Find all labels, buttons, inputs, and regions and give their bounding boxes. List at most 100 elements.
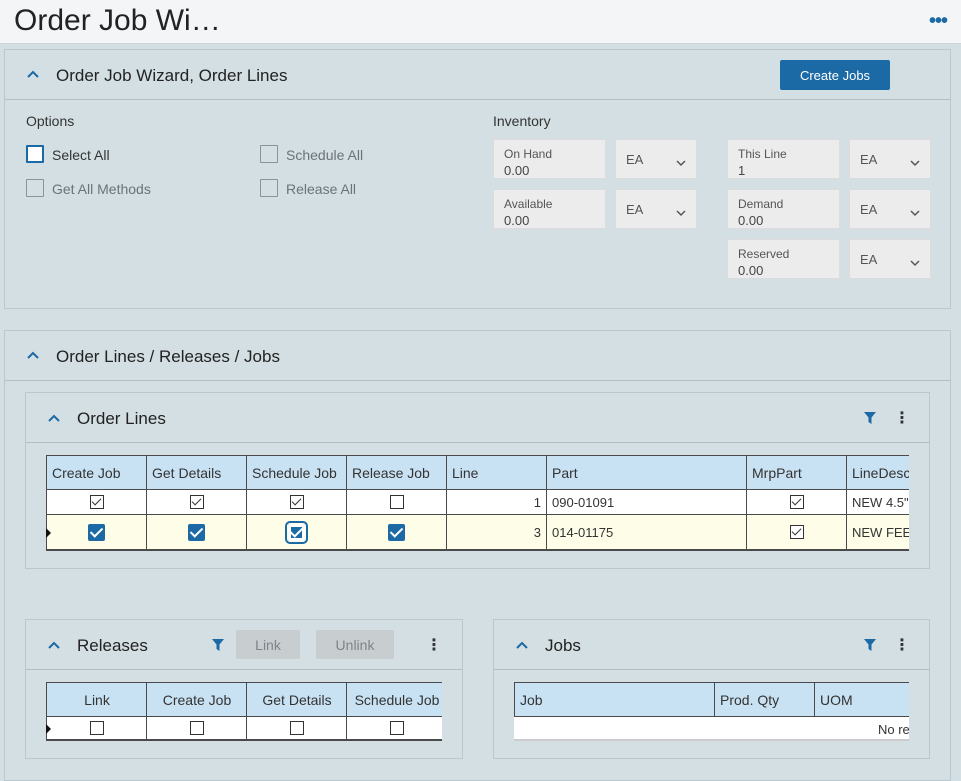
wizard-panel: Order Job Wizard, Order Lines Create Job… [4, 49, 951, 309]
schedule-job-cell[interactable] [246, 490, 346, 515]
checkbox[interactable] [289, 495, 304, 509]
chevron-up-icon[interactable] [27, 70, 39, 80]
demand-field: Demand 0.00 [727, 189, 840, 229]
linedesc-cell[interactable]: NEW FEED [846, 515, 909, 551]
unlink-button[interactable]: Unlink [316, 630, 394, 659]
checkbox[interactable] [285, 520, 308, 544]
on-hand-uom-select[interactable]: EA [615, 139, 697, 179]
chevron-up-icon[interactable] [48, 414, 60, 424]
col-header-create-job[interactable]: Create Job [146, 682, 247, 717]
release-job-cell[interactable] [346, 490, 446, 515]
col-header-line[interactable]: Line [446, 455, 547, 490]
part-cell[interactable]: 090-01091 [546, 490, 746, 515]
filter-icon[interactable] [212, 639, 224, 654]
on-hand-uom-value: EA [626, 152, 644, 167]
empty-message: No re [878, 722, 909, 737]
this-line-uom-select[interactable]: EA [849, 139, 931, 179]
get-details-cell[interactable] [246, 717, 346, 741]
get-details-cell[interactable] [146, 490, 246, 515]
available-uom-select[interactable]: EA [615, 189, 697, 229]
checkbox[interactable] [389, 495, 404, 509]
col-header-release-job[interactable]: Release Job [346, 455, 447, 490]
schedule-all-label: Schedule All [286, 147, 364, 163]
page-title: Order Job Wi… [14, 4, 221, 37]
get-all-methods-label: Get All Methods [52, 181, 151, 197]
on-hand-value: 0.00 [504, 163, 530, 178]
this-line-value: 1 [738, 163, 746, 178]
mrppart-cell[interactable] [746, 490, 846, 515]
col-header-job[interactable]: Job [514, 682, 715, 717]
linedesc-cell[interactable]: NEW 4.5" [846, 490, 909, 515]
checkbox[interactable] [89, 721, 104, 735]
more-vertical-icon[interactable]: ⋮ [426, 637, 442, 654]
on-hand-field: On Hand 0.00 [493, 139, 606, 179]
chevron-up-icon[interactable] [27, 351, 39, 361]
filter-icon[interactable] [864, 639, 876, 654]
col-header-uom[interactable]: UOM [814, 682, 909, 717]
schedule-all-checkbox[interactable] [260, 145, 278, 163]
reserved-uom-select[interactable]: EA [849, 239, 931, 279]
reserved-uom-value: EA [860, 252, 878, 267]
checkbox [789, 525, 804, 539]
title-bar: Order Job Wi… ••• [0, 0, 961, 44]
create-jobs-button[interactable]: Create Jobs [780, 60, 890, 90]
more-vertical-icon[interactable]: ⋮ [894, 637, 910, 654]
row-indicator-icon [46, 528, 51, 538]
col-header-link[interactable]: Link [46, 682, 147, 717]
checkbox[interactable] [189, 495, 204, 509]
col-header-get-details[interactable]: Get Details [146, 455, 247, 490]
create-job-cell[interactable] [146, 717, 246, 741]
schedule-job-cell[interactable] [246, 515, 346, 551]
chevron-down-icon [910, 205, 920, 220]
create-job-cell[interactable] [46, 515, 146, 551]
chevron-down-icon [910, 155, 920, 170]
col-header-mrppart[interactable]: MrpPart [746, 455, 847, 490]
checkbox[interactable] [188, 523, 205, 541]
checkbox[interactable] [189, 721, 204, 735]
link-button[interactable]: Link [236, 630, 300, 659]
olrj-panel-header: Order Lines / Releases / Jobs [5, 331, 950, 381]
demand-uom-select[interactable]: EA [849, 189, 931, 229]
reserved-field: Reserved 0.00 [727, 239, 840, 279]
col-header-schedule-job[interactable]: Schedule Job [346, 682, 442, 717]
table-row[interactable] [46, 717, 442, 741]
more-vertical-icon[interactable]: ⋮ [894, 410, 910, 427]
schedule-job-cell[interactable] [346, 717, 442, 741]
jobs-grid: Job Prod. Qty UOM No re [514, 682, 909, 744]
link-cell[interactable] [46, 717, 146, 741]
part-cell[interactable]: 014-01175 [546, 515, 746, 551]
demand-value: 0.00 [738, 213, 764, 228]
get-details-cell[interactable] [146, 515, 246, 551]
chevron-up-icon[interactable] [48, 641, 60, 651]
demand-label: Demand [738, 197, 784, 211]
release-all-checkbox[interactable] [260, 179, 278, 197]
col-header-linedesc[interactable]: LineDesc [846, 455, 909, 490]
reserved-value: 0.00 [738, 263, 764, 278]
more-options-icon[interactable]: ••• [928, 10, 948, 32]
available-label: Available [504, 197, 553, 211]
col-header-create-job[interactable]: Create Job [46, 455, 147, 490]
col-header-get-details[interactable]: Get Details [246, 682, 347, 717]
create-job-cell[interactable] [46, 490, 146, 515]
checkbox[interactable] [89, 495, 104, 509]
wizard-panel-header: Order Job Wizard, Order Lines Create Job… [5, 50, 950, 100]
mrppart-cell[interactable] [746, 515, 846, 551]
get-all-methods-checkbox[interactable] [26, 179, 44, 197]
checkbox[interactable] [388, 523, 405, 541]
col-header-prod-qty[interactable]: Prod. Qty [714, 682, 815, 717]
order-lines-title: Order Lines [77, 409, 166, 428]
checkbox[interactable] [289, 721, 304, 735]
line-cell[interactable]: 1 [446, 490, 546, 515]
available-value: 0.00 [504, 213, 530, 228]
checkbox[interactable] [389, 721, 404, 735]
filter-icon[interactable] [864, 412, 876, 427]
chevron-up-icon[interactable] [516, 641, 528, 651]
release-job-cell[interactable] [346, 515, 446, 551]
chevron-down-icon [676, 205, 686, 220]
line-cell[interactable]: 3 [446, 515, 546, 551]
select-all-checkbox[interactable] [26, 145, 44, 163]
col-header-schedule-job[interactable]: Schedule Job [246, 455, 347, 490]
col-header-part[interactable]: Part [546, 455, 747, 490]
jobs-title: Jobs [545, 636, 581, 655]
checkbox[interactable] [88, 523, 105, 541]
